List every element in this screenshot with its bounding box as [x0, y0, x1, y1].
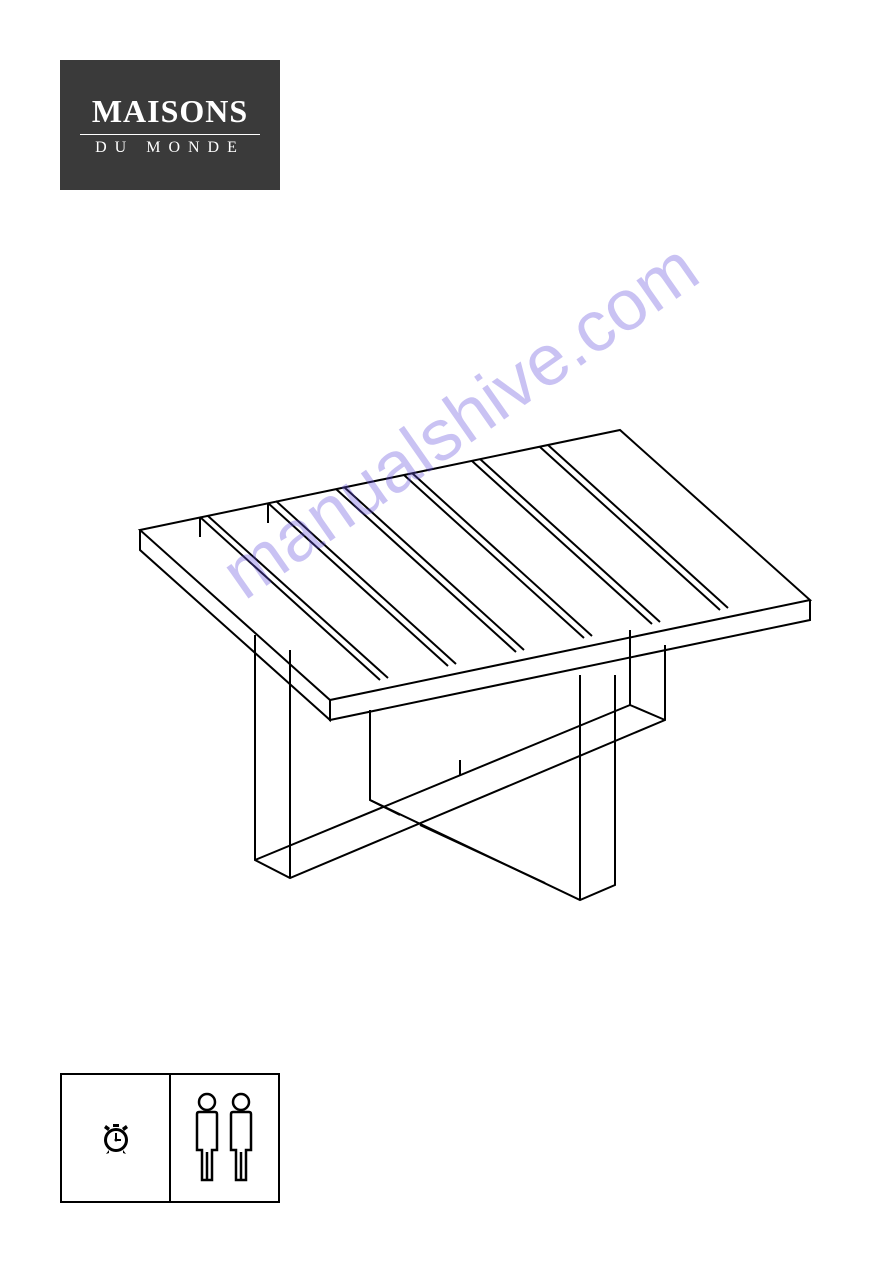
brand-logo: MAISONS DU MONDE [60, 60, 280, 190]
logo-divider [80, 134, 260, 135]
logo-sub-text: DU MONDE [95, 139, 245, 157]
time-cell [62, 1075, 171, 1201]
people-cell [171, 1075, 278, 1201]
clock-icon [96, 1118, 136, 1158]
logo-main-text: MAISONS [92, 93, 248, 130]
two-people-icon [185, 1088, 265, 1188]
assembly-info-box [60, 1073, 280, 1203]
product-illustration [90, 380, 820, 930]
